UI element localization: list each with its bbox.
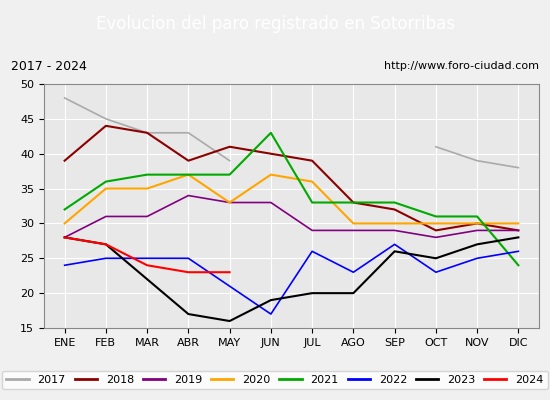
Text: Evolucion del paro registrado en Sotorribas: Evolucion del paro registrado en Sotorri… bbox=[96, 15, 454, 33]
Text: 2017 - 2024: 2017 - 2024 bbox=[11, 60, 87, 72]
Text: http://www.foro-ciudad.com: http://www.foro-ciudad.com bbox=[384, 61, 539, 71]
Legend: 2017, 2018, 2019, 2020, 2021, 2022, 2023, 2024: 2017, 2018, 2019, 2020, 2021, 2022, 2023… bbox=[2, 370, 548, 390]
